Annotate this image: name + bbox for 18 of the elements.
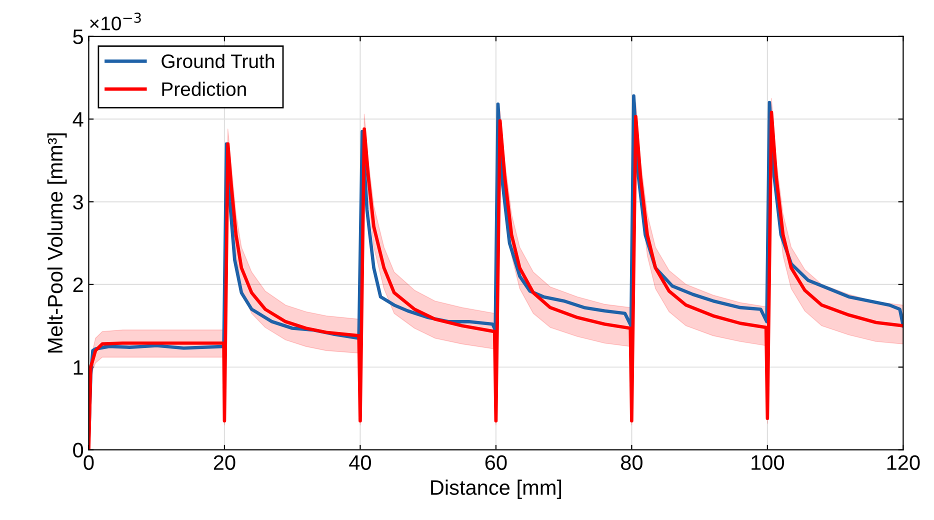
x-tick-label: 40 — [349, 455, 371, 470]
y-tick-label: 1 — [74, 360, 83, 375]
y-tick-label: 5 — [73, 30, 83, 44]
text: ×10$^{−3}$ — [90, 12, 141, 30]
y-tick-label: 2 — [73, 277, 83, 292]
x-tick-label: 20 — [214, 455, 236, 470]
x-tick-label: 0 — [84, 455, 94, 470]
x-tick-label: 100 — [752, 455, 784, 470]
x-tick-label: 60 — [485, 455, 507, 470]
y-tick-label: 0 — [73, 442, 84, 458]
legend-label: Prediction — [162, 82, 246, 96]
x-tick-label: 80 — [621, 455, 642, 470]
legend-label: Ground Truth — [162, 54, 274, 68]
y-tick-label: 4 — [72, 112, 84, 127]
y-tick-label: 3 — [73, 194, 83, 210]
x-tick-label: 120 — [887, 455, 920, 470]
x-axis-title: Distance [mm] — [431, 480, 562, 500]
y-axis-title: Melt-Pool Volume [mm³] — [47, 133, 67, 353]
